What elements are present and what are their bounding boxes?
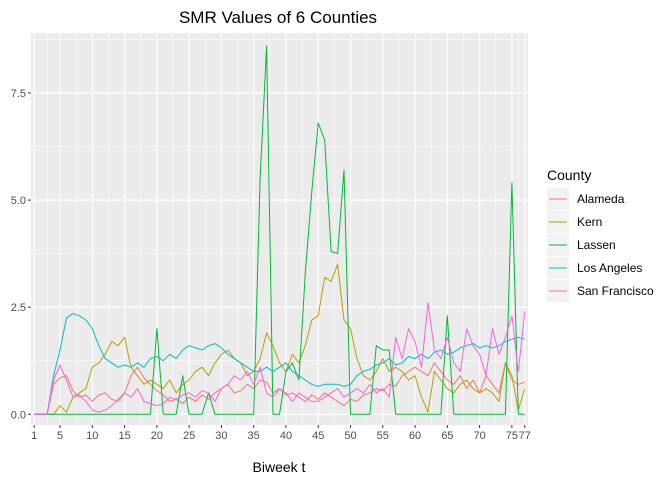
legend: County Alameda Kern Lassen Los Angeles San F… [547, 167, 654, 302]
series-line-lassen [34, 45, 525, 415]
x-tick-label: 20 [151, 430, 163, 442]
x-axis: 1 5 10 15 20 25 30 35 40 45 50 55 60 65 70 75 77 [31, 425, 531, 442]
x-tick-label: 45 [312, 430, 324, 442]
x-tick-label: 30 [215, 430, 227, 442]
x-tick-label: 75 [506, 430, 518, 442]
x-tick-label: 65 [441, 430, 453, 442]
x-tick-label: 35 [248, 430, 260, 442]
x-tick-label: 1 [31, 430, 37, 442]
x-tick-label: 70 [473, 430, 485, 442]
minor-gridlines [31, 33, 528, 425]
legend-label-lassen: Lassen [577, 238, 616, 252]
plot-panel [31, 33, 528, 425]
chart-title: SMR Values of 6 Counties [179, 8, 377, 27]
y-tick-label: 5.0 [11, 195, 26, 207]
x-tick-label: 15 [118, 430, 130, 442]
x-tick-label: 50 [344, 430, 356, 442]
x-tick-label: 25 [183, 430, 195, 442]
y-tick-label: 7.5 [11, 88, 26, 100]
series-line-san-francisco [34, 302, 526, 415]
y-axis: 0.0 2.5 5.0 7.5 [11, 88, 31, 421]
y-tick-label: 0.0 [11, 409, 26, 421]
y-tick-label: 2.5 [11, 302, 26, 314]
series-lines [34, 45, 526, 415]
legend-label-los-angeles: Los Angeles [577, 261, 642, 275]
legend-label-alameda: Alameda [577, 192, 625, 206]
x-tick-label: 10 [86, 430, 98, 442]
legend-title: County [547, 167, 591, 183]
x-tick-label: 40 [280, 430, 292, 442]
x-tick-label: 5 [57, 430, 63, 442]
legend-label-san-francisco: San Francisco [577, 284, 654, 298]
major-gridlines [31, 33, 528, 425]
x-axis-title: Biweek t [253, 459, 306, 475]
legend-items: Alameda Kern Lassen Los Angeles San Francisc… [547, 188, 654, 302]
legend-label-kern: Kern [577, 215, 602, 229]
x-tick-label: 77 [519, 430, 531, 442]
x-tick-label: 55 [377, 430, 389, 442]
x-tick-label: 60 [409, 430, 421, 442]
